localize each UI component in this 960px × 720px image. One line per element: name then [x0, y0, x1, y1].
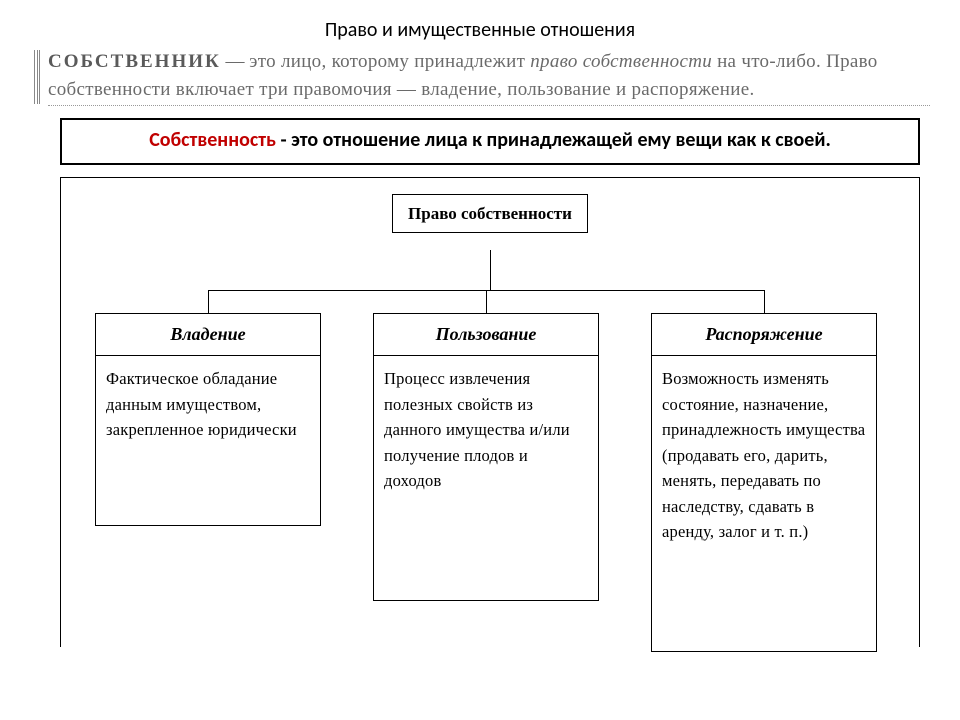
column-3-body: Возможность изменять состояние, назначен… [651, 356, 877, 652]
connector-stub-3 [764, 290, 765, 313]
column-3: Распоряжение Возможность изменять состоя… [651, 313, 877, 652]
column-2: Пользование Процесс извлечения полезных … [373, 313, 599, 601]
column-1-head: Владение [95, 313, 321, 356]
column-3-head: Распоряжение [651, 313, 877, 356]
definition-lead: Собственность [149, 128, 276, 152]
diagram: Право собственности Владение Фактическое… [60, 177, 920, 647]
definition-box: Собственность - это отношение лица к при… [60, 118, 920, 165]
column-2-head: Пользование [373, 313, 599, 356]
intro-rule [34, 50, 40, 104]
intro-part1: это лицо, которому принадлежит [249, 51, 530, 72]
connector-stub-1 [208, 290, 209, 313]
intro-block: СОБСТВЕННИК — это лицо, которому принадл… [34, 48, 930, 106]
column-2-body: Процесс извлечения полезных свойств из д… [373, 356, 599, 601]
connector-root-v [490, 250, 491, 290]
column-1-body: Фактическое обладание данным имуществом,… [95, 356, 321, 526]
column-1: Владение Фактическое обладание данным им… [95, 313, 321, 526]
intro-em1: право собственности [530, 51, 712, 72]
intro-text: СОБСТВЕННИК — это лицо, которому принадл… [48, 48, 930, 106]
page-title: Право и имущественные отношения [0, 0, 960, 48]
root-node: Право собственности [392, 194, 588, 233]
connector-stub-2 [486, 290, 487, 313]
intro-tail: владение, пользование и распоряжение. [421, 79, 754, 100]
definition-rest: - это отношение лица к принадлежащей ему… [276, 128, 831, 152]
intro-lead: СОБСТВЕННИК [48, 51, 221, 72]
intro-dash: — [221, 51, 250, 72]
